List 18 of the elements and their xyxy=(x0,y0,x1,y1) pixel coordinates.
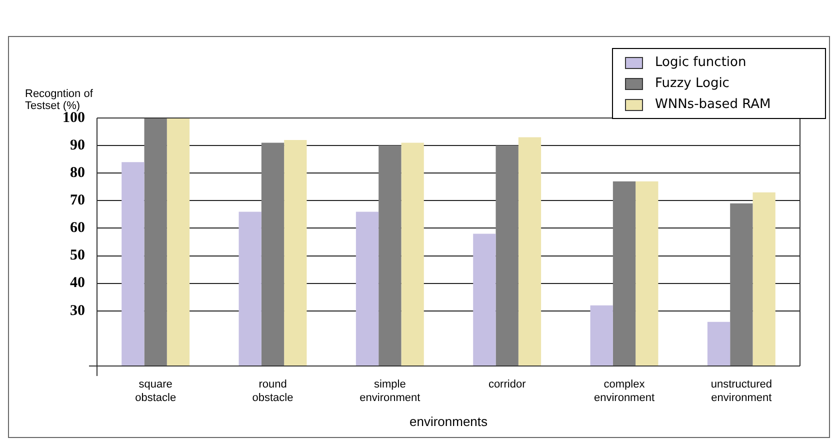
x-tick-label: complex environment xyxy=(594,378,655,404)
y-tick-label: 40 xyxy=(70,275,85,292)
y-tick-label: 30 xyxy=(70,302,85,319)
x-tick-label: corridor xyxy=(488,378,526,391)
x-tick-label: unstructured environment xyxy=(710,378,772,404)
x-tick-label: simple environment xyxy=(360,378,420,404)
y-tick-label: 60 xyxy=(70,220,85,236)
y-axis-title: Recogntion of Testset (%) xyxy=(25,88,94,112)
y-tick-label: 80 xyxy=(70,164,85,181)
x-tick-label: round obstacle xyxy=(252,378,294,404)
legend-label: Logic function xyxy=(655,55,746,70)
y-tick-label: 50 xyxy=(70,248,85,264)
legend-label: WNNs-based RAM xyxy=(655,97,771,112)
x-axis-title: environments xyxy=(409,414,488,429)
y-tick-label: 90 xyxy=(70,137,85,154)
legend-label: Fuzzy Logic xyxy=(655,76,730,91)
x-tick-label: square obstacle xyxy=(135,378,176,404)
y-tick-label: 70 xyxy=(70,192,85,209)
